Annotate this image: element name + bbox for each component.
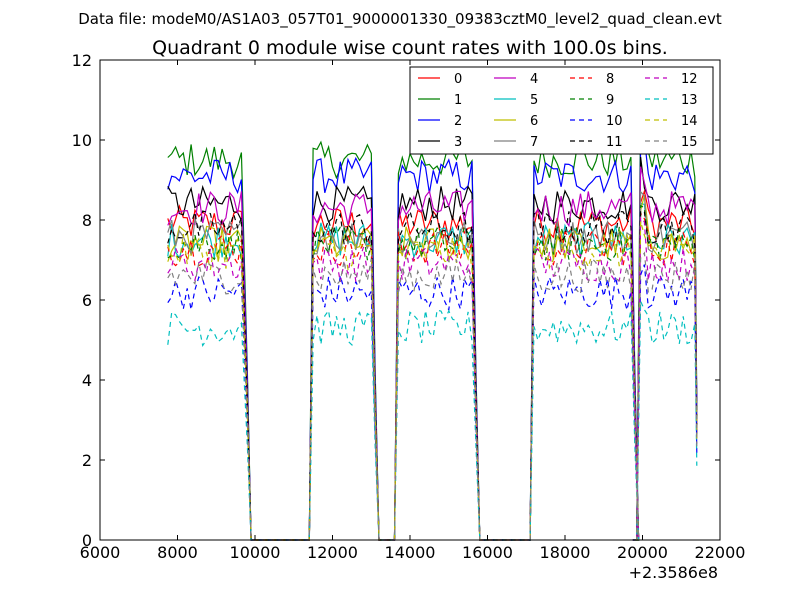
legend-label-9: 9 — [606, 93, 614, 108]
x-tick-label: 22000 — [695, 543, 746, 562]
y-tick-label: 4 — [82, 371, 92, 390]
y-tick-label: 12 — [72, 51, 92, 70]
plot-lines — [167, 110, 698, 541]
legend-label-11: 11 — [606, 135, 623, 150]
legend-label-10: 10 — [606, 114, 623, 129]
legend-label-6: 6 — [530, 114, 538, 129]
suptitle: Data file: modeM0/AS1A03_057T01_90000013… — [78, 10, 722, 29]
x-tick-label: 18000 — [540, 543, 591, 562]
x-tick-label: 8000 — [157, 543, 198, 562]
y-tick-label: 6 — [82, 291, 92, 310]
y-tick-label: 0 — [82, 531, 92, 550]
x-tick-label: 16000 — [462, 543, 513, 562]
x-tick-label: 6000 — [80, 543, 121, 562]
legend-label-5: 5 — [530, 93, 538, 108]
series-line-8 — [167, 211, 698, 541]
legend-label-1: 1 — [454, 93, 462, 108]
legend-box — [409, 66, 714, 155]
x-tick-label: 12000 — [307, 543, 358, 562]
legend-label-8: 8 — [606, 72, 614, 87]
ticks: 6000 8000 10000 12000 14000 16000 18000 20000 22… — [72, 51, 746, 562]
legend-label-14: 14 — [681, 114, 698, 129]
legend-label-0: 0 — [454, 72, 462, 87]
legend-label-2: 2 — [454, 114, 462, 129]
series-line-13 — [167, 300, 698, 541]
series-line-12 — [167, 216, 698, 541]
x-tick-label: 14000 — [385, 543, 436, 562]
series-line-11 — [167, 209, 698, 541]
x-tick-label: 20000 — [617, 543, 668, 562]
series-line-15 — [167, 251, 698, 541]
y-tick-label: 8 — [82, 211, 92, 230]
x-offset-label: +2.3586e8 — [629, 563, 718, 582]
series-line-9 — [167, 204, 698, 541]
y-tick-label: 2 — [82, 451, 92, 470]
legend-label-15: 15 — [681, 135, 698, 150]
legend-label-4: 4 — [530, 72, 538, 87]
y-tick-label: 10 — [72, 131, 92, 150]
legend-label-12: 12 — [681, 72, 698, 87]
legend-label-3: 3 — [454, 135, 462, 150]
x-tick-label: 10000 — [230, 543, 281, 562]
chart-title: Quadrant 0 module wise count rates with … — [152, 37, 668, 59]
legend-label-7: 7 — [530, 135, 538, 150]
legend-label-13: 13 — [681, 93, 698, 108]
